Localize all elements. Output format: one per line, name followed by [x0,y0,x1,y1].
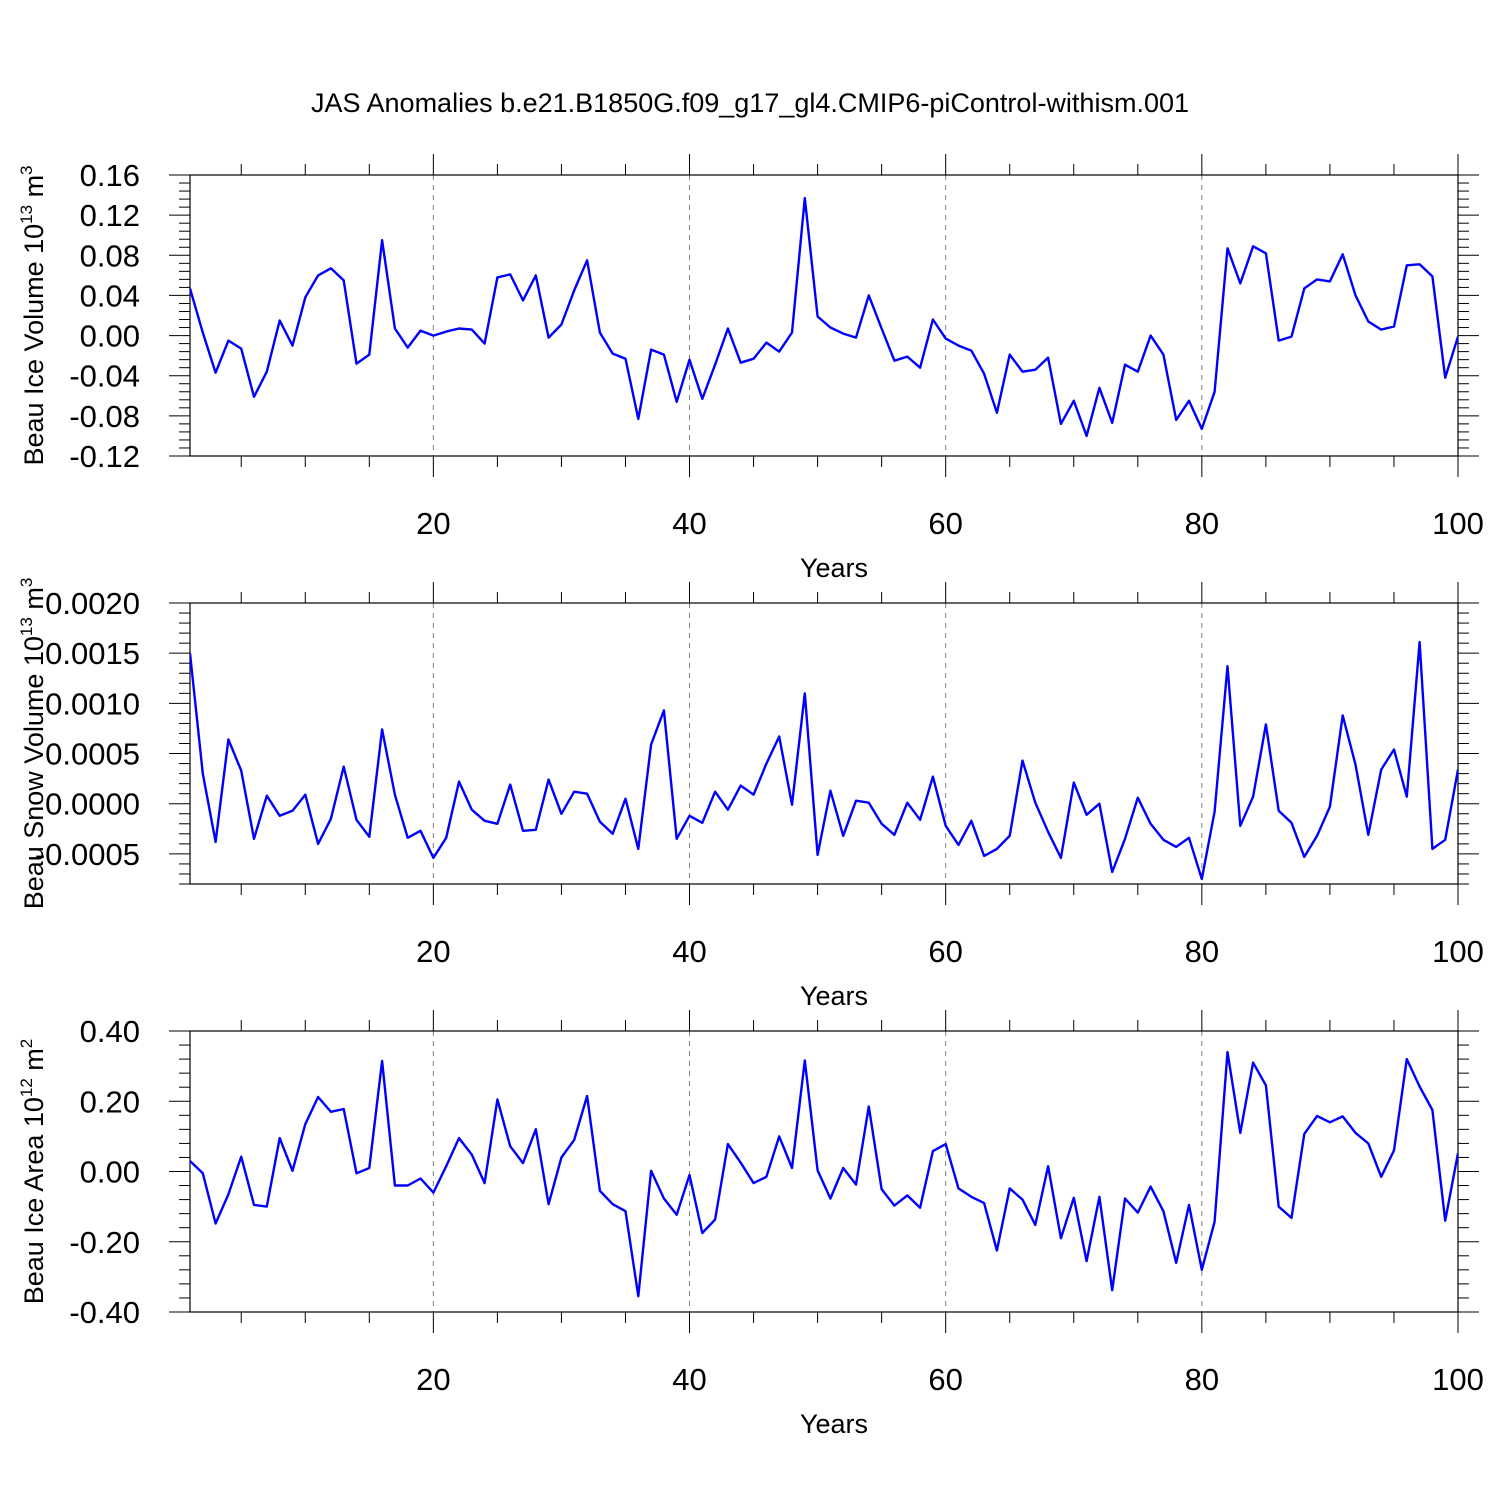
y-tick-label: 0.0015 [45,636,140,671]
x-tick-label: 40 [672,934,706,969]
plot-frame [189,174,1459,457]
y-axis-title-exponent: 13 [17,205,36,224]
y-axis-title-exponent: 3 [17,165,36,174]
series-line [190,1050,1458,1298]
y-axis-title-part: m [19,587,49,617]
y-tick-label: 0.00 [80,1155,140,1190]
x-tick-label: 40 [672,506,706,541]
y-tick-label: 0.04 [80,278,140,313]
y-tick-label: 0.00 [80,319,140,354]
x-tick-label: 60 [928,1362,962,1397]
x-axis-title: Years [800,981,868,1011]
y-tick-label: 0.0000 [45,787,140,822]
y-tick-label: -0.04 [69,359,140,394]
x-axis-title: Years [800,553,868,583]
y-axis-title-part: Beau Ice Area 10 [19,1097,49,1304]
x-tick-label: 80 [1185,506,1219,541]
x-tick-label: 20 [416,934,450,969]
y-axis-title-exponent: 13 [17,617,36,636]
y-axis-title-part: Beau Snow Volume 10 [19,636,49,909]
x-tick-label: 20 [416,506,450,541]
chart-panel-1: -0.12 -0.08 -0.04 0.00 0.04 0.08 0.12 0.16 20 40 6… [17,154,1484,583]
y-tick-label: -0.20 [69,1225,140,1260]
y-tick-label: 0.0010 [45,686,140,721]
x-tick-label: 100 [1432,506,1484,541]
x-axis-title: Years [800,1409,868,1439]
y-tick-label: -0.08 [69,399,140,434]
y-axis-title-part: Beau Ice Volume 10 [19,224,49,466]
x-tick-label: 100 [1432,934,1484,969]
chart-panel-2: -0.0005 0.0000 0.0005 0.0010 0.0015 0.0020 20 4… [17,578,1484,1011]
y-tick-label: 0.0005 [45,737,140,772]
y-axis-title-part: m [19,175,49,205]
series-line [190,640,1458,881]
y-tick-label: 0.12 [80,198,140,233]
y-tick-label: -0.12 [69,439,140,474]
y-axis-title: Beau Ice Area 1012 m2 [17,1039,49,1305]
x-tick-label: 20 [416,1362,450,1397]
x-tick-label: 40 [672,1362,706,1397]
y-tick-label: 0.0020 [45,586,140,621]
x-tick-label: 60 [928,934,962,969]
y-axis-title-exponent: 3 [17,578,36,587]
x-tick-label: 80 [1185,934,1219,969]
y-tick-label: 0.40 [80,1014,140,1049]
chart-panel-3: -0.40 -0.20 0.00 0.20 0.40 20 40 60 80 100 Years Be… [17,1010,1484,1439]
y-tick-label: -0.40 [69,1295,140,1330]
series-line [190,196,1458,438]
y-tick-label: 0.20 [80,1084,140,1119]
panels: -0.12 -0.08 -0.04 0.00 0.04 0.08 0.12 0.16 20 40 6… [17,154,1484,1439]
figure-title: JAS Anomalies b.e21.B1850G.f09_g17_gl4.C… [311,88,1189,118]
y-axis-title-part: m [19,1048,49,1078]
y-axis-title: Beau Ice Volume 1013 m3 [17,165,49,465]
y-tick-label: 0.08 [80,238,140,273]
y-axis-title-exponent: 2 [17,1039,36,1048]
y-axis-title-exponent: 12 [17,1078,36,1097]
y-tick-label: 0.16 [80,158,140,193]
x-tick-label: 80 [1185,1362,1219,1397]
y-axis-title: Beau Snow Volume 1013 m3 [17,578,49,910]
x-tick-label: 60 [928,506,962,541]
y-tick-label: -0.0005 [35,837,140,872]
x-tick-label: 100 [1432,1362,1484,1397]
